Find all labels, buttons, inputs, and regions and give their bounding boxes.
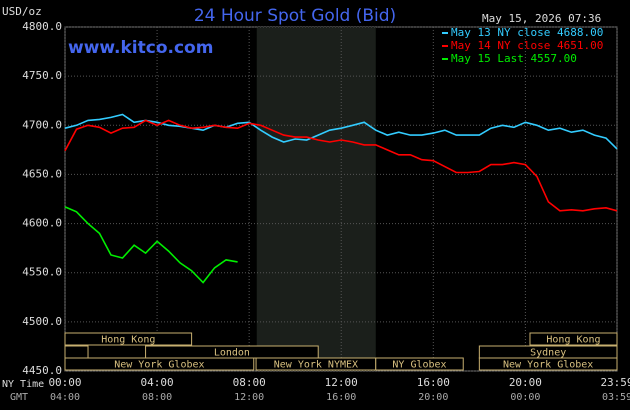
y-tick-label: 4750.0 — [22, 69, 62, 82]
x2-tick-label: 12:00 — [234, 392, 264, 403]
legend-label: May 13 NY close 4688.00 — [451, 26, 603, 39]
session-bar — [375, 357, 464, 371]
x-tick-label: 12:00 — [325, 376, 358, 389]
y-tick-label: 4500.0 — [22, 315, 62, 328]
session-label: NY Globex — [392, 360, 446, 371]
x-axis-label: NY Time — [2, 379, 44, 390]
x-tick-label: 16:00 — [417, 376, 450, 389]
series-line — [64, 113, 618, 150]
series-line — [64, 206, 238, 284]
x-tick-label: 00:00 — [48, 376, 81, 389]
legend-label: May 15 Last 4557.00 — [451, 52, 577, 65]
session-bar — [529, 332, 618, 346]
x2-tick-label: 16:00 — [326, 392, 356, 403]
session-bar — [64, 332, 193, 346]
session-bar — [478, 357, 618, 371]
y-tick-label: 4800.0 — [22, 20, 62, 33]
x2-tick-label: 04:00 — [50, 392, 80, 403]
timestamp: May 15, 2026 07:36 — [482, 12, 601, 25]
session-bar — [64, 357, 255, 371]
x-tick-label: 08:00 — [233, 376, 266, 389]
session-label: New York NYMEX — [274, 360, 358, 371]
x2-axis-label: GMT — [10, 392, 28, 403]
session-label: London — [214, 348, 250, 359]
chart-title: 24 Hour Spot Gold (Bid) — [194, 6, 396, 26]
session-label: Hong Kong — [546, 335, 600, 346]
x2-tick-label: 08:00 — [142, 392, 172, 403]
y-tick-label: 4650.0 — [22, 167, 62, 180]
session-label: Hong Kong — [101, 335, 155, 346]
session-label: New York Globex — [503, 360, 593, 371]
session-bar — [64, 345, 89, 359]
x-tick-label: 04:00 — [141, 376, 174, 389]
y-tick-label: 4450.0 — [22, 364, 62, 377]
y-tick-label: 4600.0 — [22, 217, 62, 230]
x2-tick-label: 20:00 — [418, 392, 448, 403]
nymex-shade — [256, 27, 376, 371]
series-line — [64, 119, 618, 212]
legend-label: May 14 NY close 4651.00 — [451, 39, 603, 52]
x-tick-label: 20:00 — [509, 376, 542, 389]
x-tick-label: 23:59 — [600, 376, 630, 389]
y-tick-label: 4700.0 — [22, 118, 62, 131]
watermark: www.kitco.com — [68, 38, 213, 58]
x2-tick-label: 00:00 — [510, 392, 540, 403]
x2-tick-label: 03:59 — [602, 392, 630, 403]
y-axis-label: USD/oz — [2, 5, 42, 18]
session-label: New York Globex — [114, 360, 204, 371]
session-label: Sydney — [530, 348, 566, 359]
y-tick-label: 4550.0 — [22, 266, 62, 279]
